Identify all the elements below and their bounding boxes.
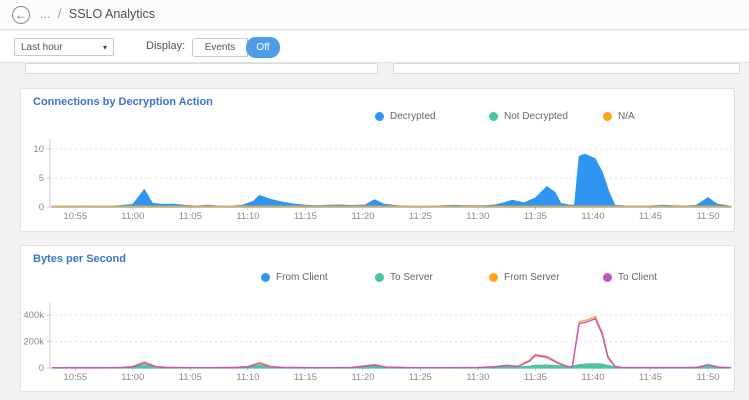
- svg-text:11:05: 11:05: [179, 211, 202, 222]
- connections-chart-canvas[interactable]: 0 5 10 10:55 11:00 11:05 11:10 11:15 11:20 11:25 1…: [21, 89, 734, 231]
- svg-text:11:00: 11:00: [121, 211, 144, 222]
- svg-text:11:10: 11:10: [236, 372, 259, 383]
- svg-text:11:30: 11:30: [466, 211, 489, 222]
- caret-down-icon: ▾: [102, 42, 107, 52]
- svg-text:11:20: 11:20: [351, 211, 374, 222]
- legend-item-n-a[interactable]: N/A: [603, 110, 635, 122]
- svg-text:11:35: 11:35: [524, 372, 547, 383]
- back-button[interactable]: ←: [12, 6, 30, 24]
- time-range-value: Last hour: [21, 41, 63, 53]
- legend-dot-icon: [489, 272, 498, 282]
- svg-text:400k: 400k: [23, 310, 44, 321]
- time-range-select[interactable]: Last hour ▾: [14, 38, 114, 56]
- svg-text:0: 0: [39, 363, 44, 374]
- legend-dot-icon: [603, 111, 612, 121]
- svg-text:11:25: 11:25: [409, 211, 432, 222]
- display-events-button[interactable]: Events: [192, 38, 248, 57]
- bytes-chart-canvas[interactable]: 0 200k 400k 10:55 11:00 11:05 11:10 11:15 11:20 1…: [21, 246, 734, 391]
- chart-title-bytes: Bytes per Second: [33, 253, 126, 265]
- svg-text:10: 10: [33, 144, 44, 155]
- legend-item-decrypted[interactable]: Decrypted: [375, 110, 436, 122]
- legend-item-from-server[interactable]: From Server: [489, 271, 560, 283]
- legend-label: From Server: [504, 271, 560, 283]
- legend-label: From Client: [276, 271, 328, 283]
- svg-text:11:10: 11:10: [236, 211, 259, 222]
- svg-text:11:45: 11:45: [639, 372, 662, 383]
- svg-text:11:50: 11:50: [696, 211, 719, 222]
- legend-dot-icon: [603, 272, 612, 282]
- legend-dot-icon: [261, 272, 270, 282]
- chart-panel-1: 0 5 10 10:55 11:00 11:05 11:10 11:15 11:20 11:25 1…: [20, 88, 735, 232]
- legend-item-from-client[interactable]: From Client: [261, 271, 328, 283]
- breadcrumb-separator: /: [57, 7, 62, 21]
- svg-text:11:40: 11:40: [581, 211, 604, 222]
- svg-text:5: 5: [39, 173, 44, 184]
- legend-label: Not Decrypted: [504, 110, 568, 122]
- breadcrumb: ... / SSLO Analytics: [40, 7, 155, 21]
- svg-text:11:25: 11:25: [409, 372, 432, 383]
- svg-text:11:00: 11:00: [121, 372, 144, 383]
- legend-label: N/A: [618, 110, 635, 122]
- clipped-panel-top-left: [25, 63, 378, 74]
- breadcrumb-dots[interactable]: ...: [40, 7, 51, 21]
- svg-text:11:35: 11:35: [524, 211, 547, 222]
- display-off-button[interactable]: Off: [246, 37, 280, 58]
- svg-text:11:15: 11:15: [294, 372, 317, 383]
- legend-dot-icon: [375, 111, 384, 121]
- page-title: SSLO Analytics: [68, 7, 156, 21]
- filter-toolbar: Last hour ▾ Display: Events Off: [0, 31, 749, 63]
- svg-text:11:15: 11:15: [294, 211, 317, 222]
- legend-label: To Client: [618, 271, 657, 283]
- svg-text:11:30: 11:30: [466, 372, 489, 383]
- svg-text:10:55: 10:55: [63, 372, 87, 383]
- svg-text:200k: 200k: [23, 337, 44, 348]
- svg-text:0: 0: [39, 202, 44, 213]
- legend-dot-icon: [489, 111, 498, 121]
- legend-dot-icon: [375, 272, 384, 282]
- legend-item-to-server[interactable]: To Server: [375, 271, 433, 283]
- top-header: ← ... / SSLO Analytics: [0, 0, 749, 30]
- svg-text:11:50: 11:50: [696, 372, 719, 383]
- legend-label: Decrypted: [390, 110, 436, 122]
- display-label: Display:: [146, 40, 186, 52]
- back-arrow-icon: ←: [15, 8, 27, 22]
- chart-panel-2: 0 200k 400k 10:55 11:00 11:05 11:10 11:15 11:20 1…: [20, 245, 735, 392]
- svg-text:11:05: 11:05: [179, 372, 202, 383]
- legend-item-not-decrypted[interactable]: Not Decrypted: [489, 110, 568, 122]
- svg-text:11:40: 11:40: [581, 372, 604, 383]
- svg-text:10:55: 10:55: [63, 211, 87, 222]
- svg-text:11:20: 11:20: [351, 372, 374, 383]
- legend-label: To Server: [390, 271, 433, 283]
- svg-text:11:45: 11:45: [639, 211, 662, 222]
- clipped-panel-top-right: [393, 63, 740, 74]
- chart-title-connections: Connections by Decryption Action: [33, 96, 213, 108]
- legend-item-to-client[interactable]: To Client: [603, 271, 657, 283]
